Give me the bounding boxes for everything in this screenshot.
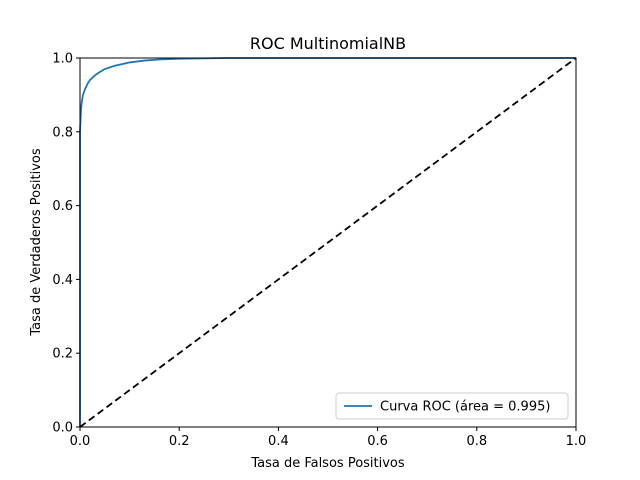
y-tick-label: 1.0 — [52, 52, 73, 67]
axes-frame — [79, 57, 577, 428]
legend: Curva ROC (área = 0.995) — [335, 392, 569, 420]
plot-area: 0.0 0.2 0.4 0.6 0.8 1.0 0.0 0.2 0.4 0.6 0.8 1.0 Curv… — [52, 52, 586, 450]
x-tick-label: 0.8 — [466, 434, 487, 449]
chart-title: ROC MultinomialNB — [250, 34, 406, 53]
x-axis-label: Tasa de Falsos Positivos — [250, 456, 405, 471]
x-tick-label: 0.0 — [70, 434, 91, 449]
legend-box — [335, 392, 569, 420]
y-tick-label: 0.2 — [52, 347, 73, 362]
y-tick-label: 0.6 — [52, 199, 73, 214]
y-tick-label: 0.8 — [52, 125, 73, 140]
y-axis-label: Tasa de Verdaderos Positivos — [29, 148, 44, 336]
legend-label: Curva ROC (área = 0.995) — [380, 400, 550, 415]
y-tick-label: 0.0 — [52, 421, 73, 436]
x-tick-label: 1.0 — [566, 434, 587, 449]
x-tick-label: 0.6 — [367, 434, 388, 449]
diagonal-reference-line — [79, 57, 577, 428]
y-tick-label: 0.4 — [52, 273, 73, 288]
x-tick-label: 0.4 — [268, 434, 289, 449]
x-tick-label: 0.2 — [169, 434, 190, 449]
